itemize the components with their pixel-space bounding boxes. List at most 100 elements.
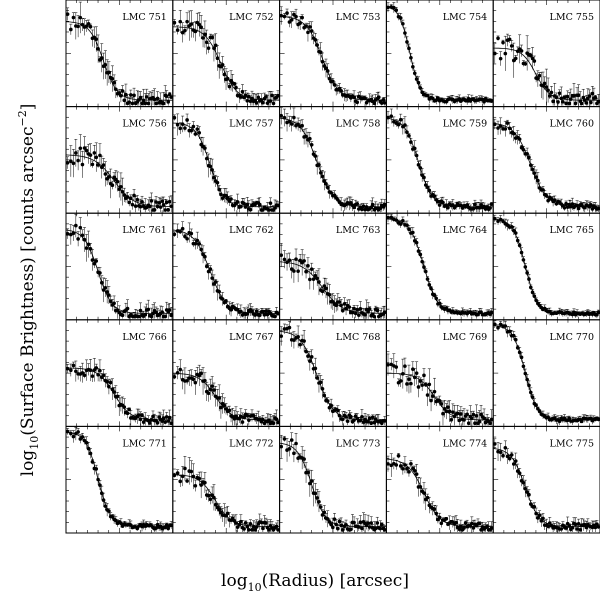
data-point — [88, 24, 93, 29]
data-point — [425, 495, 430, 500]
data-point — [561, 99, 565, 104]
data-point — [117, 91, 122, 95]
data-point — [143, 101, 148, 106]
data-point — [342, 302, 347, 306]
data-point — [78, 225, 83, 230]
panel-label: LMC 770 — [550, 332, 594, 343]
data-point — [401, 21, 405, 26]
data-point — [279, 113, 284, 118]
data-point — [401, 466, 405, 471]
data-point — [213, 280, 218, 284]
data-point — [576, 206, 581, 211]
data-point — [185, 118, 189, 122]
data-point — [154, 200, 158, 204]
data-point — [409, 55, 413, 60]
panel-label: LMC 759 — [443, 119, 487, 130]
data-point — [523, 62, 528, 66]
data-point — [425, 93, 430, 98]
data-point — [304, 349, 308, 354]
data-point — [220, 297, 225, 301]
data-point — [447, 409, 452, 414]
data-point — [327, 292, 332, 297]
data-point — [250, 96, 254, 101]
data-point — [191, 377, 196, 382]
data-point — [76, 24, 80, 29]
data-point — [337, 413, 342, 418]
data-point — [227, 84, 232, 89]
data-point — [562, 95, 567, 100]
data-point — [267, 418, 271, 422]
data-point — [347, 305, 352, 309]
panel-grid: LMC 751 LMC 752 LMC 753 LMC 754 LMC 755 LMC 7… — [65, 0, 600, 534]
data-point — [407, 133, 411, 138]
data-point — [130, 101, 135, 106]
data-point — [264, 309, 268, 314]
data-point — [527, 277, 531, 281]
data-point — [175, 28, 180, 32]
data-point — [169, 204, 173, 209]
data-point — [317, 162, 321, 167]
data-point — [98, 368, 102, 373]
data-point — [534, 403, 538, 408]
data-point — [88, 451, 93, 456]
data-point — [416, 249, 421, 253]
data-point — [112, 80, 116, 85]
data-point — [380, 101, 384, 105]
data-point — [287, 447, 292, 451]
data-point — [219, 405, 223, 410]
data-point — [572, 94, 576, 98]
data-point — [164, 200, 169, 205]
data-point — [517, 350, 522, 355]
data-point — [322, 393, 327, 398]
panel-label-bg — [227, 11, 276, 23]
data-point — [132, 93, 136, 98]
panel-label-bg — [548, 117, 596, 130]
data-point — [96, 372, 100, 377]
data-point — [364, 205, 369, 209]
data-point — [349, 527, 353, 532]
data-point — [596, 310, 600, 315]
data-point — [557, 419, 562, 424]
data-point — [289, 18, 294, 22]
data-point — [436, 96, 440, 100]
data-point — [446, 405, 450, 409]
data-point — [309, 142, 314, 147]
panel-lmc-765: LMC 765 — [492, 212, 600, 321]
data-point — [178, 229, 183, 234]
data-point — [339, 303, 343, 308]
data-point — [154, 526, 158, 530]
data-point — [482, 99, 486, 104]
data-point — [369, 521, 374, 525]
data-point — [204, 156, 209, 161]
data-point — [325, 399, 330, 403]
data-point — [344, 415, 348, 419]
data-point — [125, 411, 130, 416]
data-point — [98, 271, 102, 275]
data-point — [166, 208, 171, 212]
data-point — [306, 30, 310, 35]
data-point — [80, 233, 85, 238]
data-point — [302, 339, 306, 343]
data-point — [536, 406, 540, 411]
data-point — [261, 309, 265, 314]
data-point — [344, 306, 348, 311]
data-point — [155, 96, 160, 101]
data-point — [108, 299, 113, 304]
data-point — [253, 528, 257, 532]
data-point — [279, 13, 284, 18]
data-point — [120, 313, 125, 318]
data-point — [389, 463, 394, 468]
data-point — [320, 59, 325, 64]
data-point — [418, 484, 423, 489]
data-point — [345, 419, 350, 423]
panel-lmc-751: LMC 751 — [65, 0, 174, 108]
data-point — [403, 31, 407, 35]
data-point — [496, 36, 500, 41]
data-point — [320, 513, 325, 517]
data-point — [217, 396, 221, 400]
data-point — [96, 477, 100, 482]
data-point — [418, 166, 423, 170]
data-point — [564, 201, 568, 206]
data-point — [178, 479, 183, 484]
data-point — [206, 493, 211, 498]
